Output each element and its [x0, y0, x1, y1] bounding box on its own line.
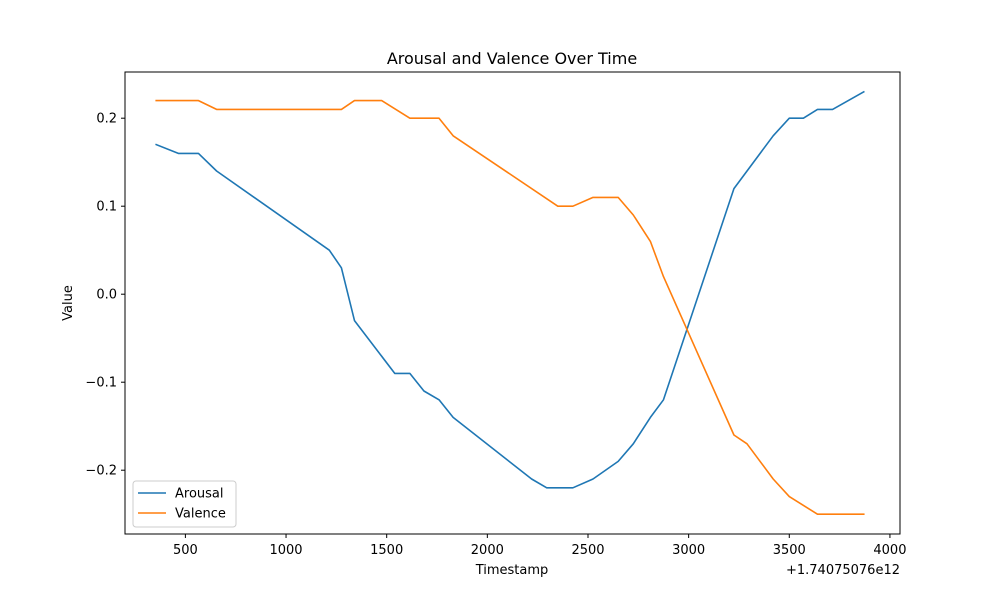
x-tick-label: 2000: [471, 543, 504, 558]
y-tick-label: 0.0: [96, 288, 117, 303]
x-tick-label: 500: [173, 543, 198, 558]
y-tick-label: 0.2: [96, 112, 117, 127]
x-tick-label: 3500: [773, 543, 806, 558]
x-tick-label: 3000: [672, 543, 705, 558]
y-tick-label: −0.2: [85, 464, 117, 479]
legend-label-valence: Valence: [175, 507, 226, 522]
x-tick-label: 4000: [873, 543, 906, 558]
x-tick-label: 1000: [269, 543, 302, 558]
legend-label-arousal: Arousal: [175, 487, 224, 502]
chart-title: Arousal and Valence Over Time: [387, 49, 637, 68]
axes-frame: [124, 71, 901, 535]
y-tick-label: −0.1: [85, 376, 117, 391]
y-tick-label: 0.1: [96, 200, 117, 215]
x-tick-label: 1500: [370, 543, 403, 558]
x-axis-label: Timestamp: [475, 563, 549, 578]
x-tick-label: 2500: [571, 543, 604, 558]
series-line-valence: [155, 99, 865, 515]
y-axis-label: Value: [61, 285, 76, 321]
x-axis-offset-label: +1.74075076e12: [786, 563, 900, 578]
plot-area: 500 1000 1500 2000 2500 3000 3500 4000 −0.2 −0.1 0…: [85, 71, 906, 558]
series-line-arousal: [155, 90, 865, 489]
